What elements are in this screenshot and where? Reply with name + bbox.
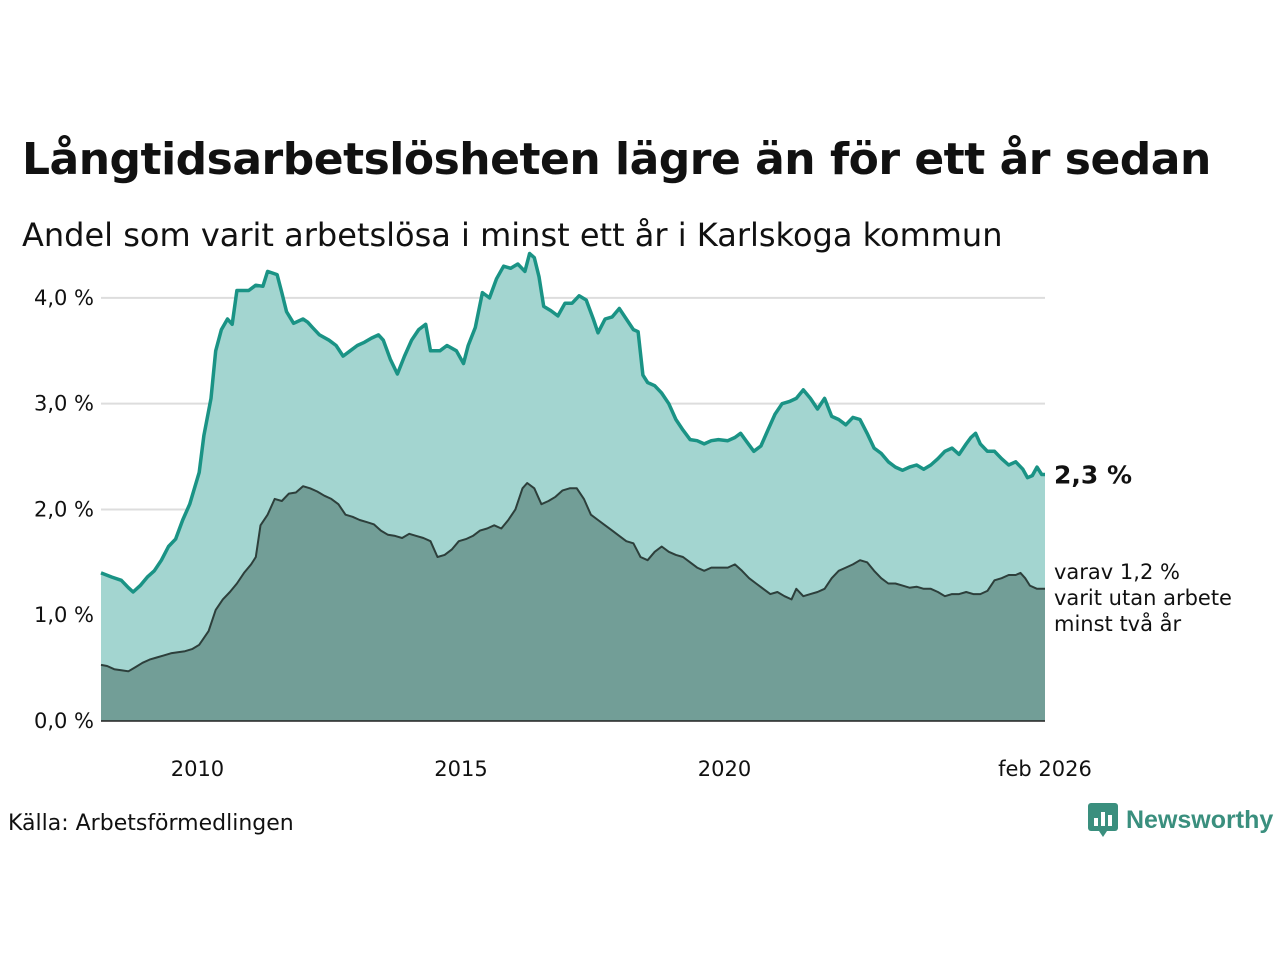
chart-title: Långtidsarbetslösheten lägre än för ett … bbox=[22, 134, 1211, 185]
x-tick-label: 2015 bbox=[434, 757, 487, 781]
end-label-total: 2,3 % bbox=[1054, 461, 1132, 490]
end-label-line: varit utan arbete bbox=[1054, 586, 1232, 610]
y-tick-label: 2,0 % bbox=[34, 497, 94, 521]
logo-text: Newsworthy bbox=[1126, 805, 1274, 834]
y-tick-label: 0,0 % bbox=[34, 709, 94, 733]
axis-labels: 0,0 % 1,0 % 2,0 % 3,0 % 4,0 % 2010 2015 2020 feb… bbox=[34, 286, 1092, 781]
x-tick-label: 2020 bbox=[698, 757, 751, 781]
x-tick-label: feb 2026 bbox=[998, 757, 1092, 781]
y-tick-label: 4,0 % bbox=[34, 286, 94, 310]
newsworthy-logo-icon bbox=[1088, 803, 1118, 837]
y-tick-label: 3,0 % bbox=[34, 392, 94, 416]
y-tick-label: 1,0 % bbox=[34, 603, 94, 627]
source-note: Källa: Arbetsförmedlingen bbox=[8, 811, 294, 836]
end-label-line: varav 1,2 % bbox=[1054, 560, 1180, 584]
area-fill-inner bbox=[101, 483, 1045, 721]
series-line-inner bbox=[100, 482, 1045, 673]
end-label-line: minst två år bbox=[1054, 611, 1182, 636]
x-tick-label: 2010 bbox=[171, 757, 224, 781]
chart-areas bbox=[100, 251, 1045, 721]
chart-subtitle: Andel som varit arbetslösa i minst ett å… bbox=[22, 216, 1003, 254]
newsworthy-logo[interactable]: Newsworthy bbox=[1088, 803, 1273, 837]
series-line-outer bbox=[100, 251, 1045, 594]
